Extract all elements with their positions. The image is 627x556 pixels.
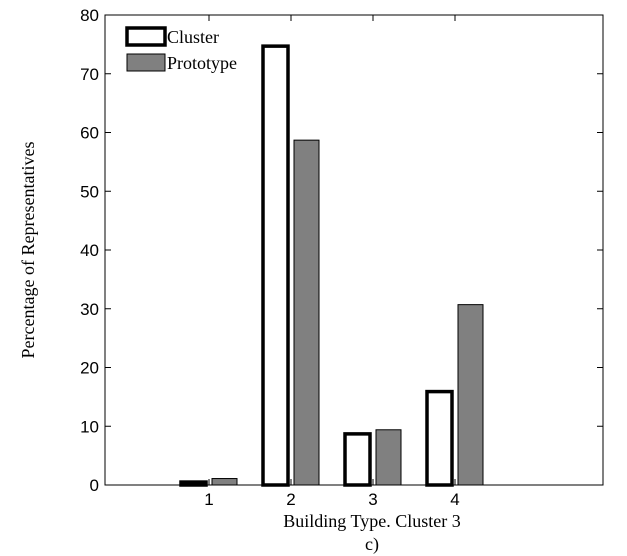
- bar-cluster-3: [343, 432, 372, 487]
- y-tick-label-70: 70: [80, 65, 99, 84]
- y-tick-label-50: 50: [80, 182, 99, 201]
- axes-group: 0 10 20 30 40 50 60 70 80 1 2 3 4: [80, 6, 604, 509]
- y-tick-label-10: 10: [80, 417, 99, 436]
- y-tick-label-80: 80: [80, 6, 99, 25]
- plot-background: [105, 15, 603, 485]
- plot-area: [105, 15, 603, 485]
- x-tick-label-2: 2: [286, 490, 295, 509]
- x-tick-label-1: 1: [204, 490, 213, 509]
- legend-label-cluster: Cluster: [167, 27, 219, 47]
- bar-prototype-3: [375, 429, 402, 486]
- bar-prototype-2: [293, 139, 320, 486]
- y-tick-label-60: 60: [80, 124, 99, 143]
- legend-swatch-prototype: [126, 53, 166, 72]
- y-tick-label-30: 30: [80, 300, 99, 319]
- bars-group: [179, 44, 484, 487]
- bar-prototype-1: [211, 478, 238, 486]
- bar-prototype-4: [457, 304, 484, 486]
- bar-cluster-4: [425, 389, 454, 487]
- y-tick-label-0: 0: [90, 476, 99, 495]
- legend-label-prototype: Prototype: [167, 53, 237, 73]
- y-tick-label-20: 20: [80, 359, 99, 378]
- caption-label: c): [365, 534, 379, 555]
- x-tick-label-3: 3: [368, 490, 377, 509]
- y-tick-label-40: 40: [80, 241, 99, 260]
- y-axis-label: Percentage of Representatives: [18, 142, 38, 359]
- legend: Cluster Prototype: [125, 26, 237, 73]
- legend-swatch-cluster: [125, 26, 167, 47]
- x-axis-label: Building Type. Cluster 3: [283, 511, 460, 531]
- x-tick-label-4: 4: [450, 490, 459, 509]
- bar-cluster-2: [261, 44, 290, 487]
